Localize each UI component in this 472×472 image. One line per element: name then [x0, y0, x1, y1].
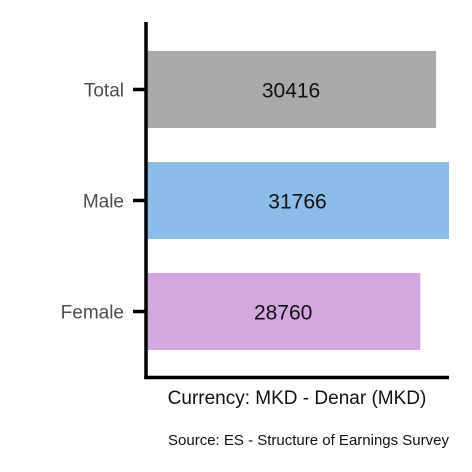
- value-label-total: 30416: [262, 80, 320, 103]
- value-label-female: 28760: [254, 302, 312, 325]
- value-label-male: 31766: [268, 191, 326, 214]
- bar-female: [146, 273, 421, 350]
- bar-male: [146, 162, 449, 239]
- category-label-male: Male: [83, 192, 124, 213]
- y-axis-ticks: [133, 87, 146, 314]
- category-label-total: Total: [84, 81, 124, 102]
- x-axis-title: Currency: MKD - Denar (MKD): [168, 388, 427, 409]
- chart-caption: Source: ES - Structure of Earnings Surve…: [168, 432, 449, 449]
- bars: [146, 51, 449, 350]
- bar-total: [146, 51, 437, 128]
- labels: Total 30416 Male 31766 Female 28760: [61, 80, 327, 325]
- category-label-female: Female: [61, 303, 124, 324]
